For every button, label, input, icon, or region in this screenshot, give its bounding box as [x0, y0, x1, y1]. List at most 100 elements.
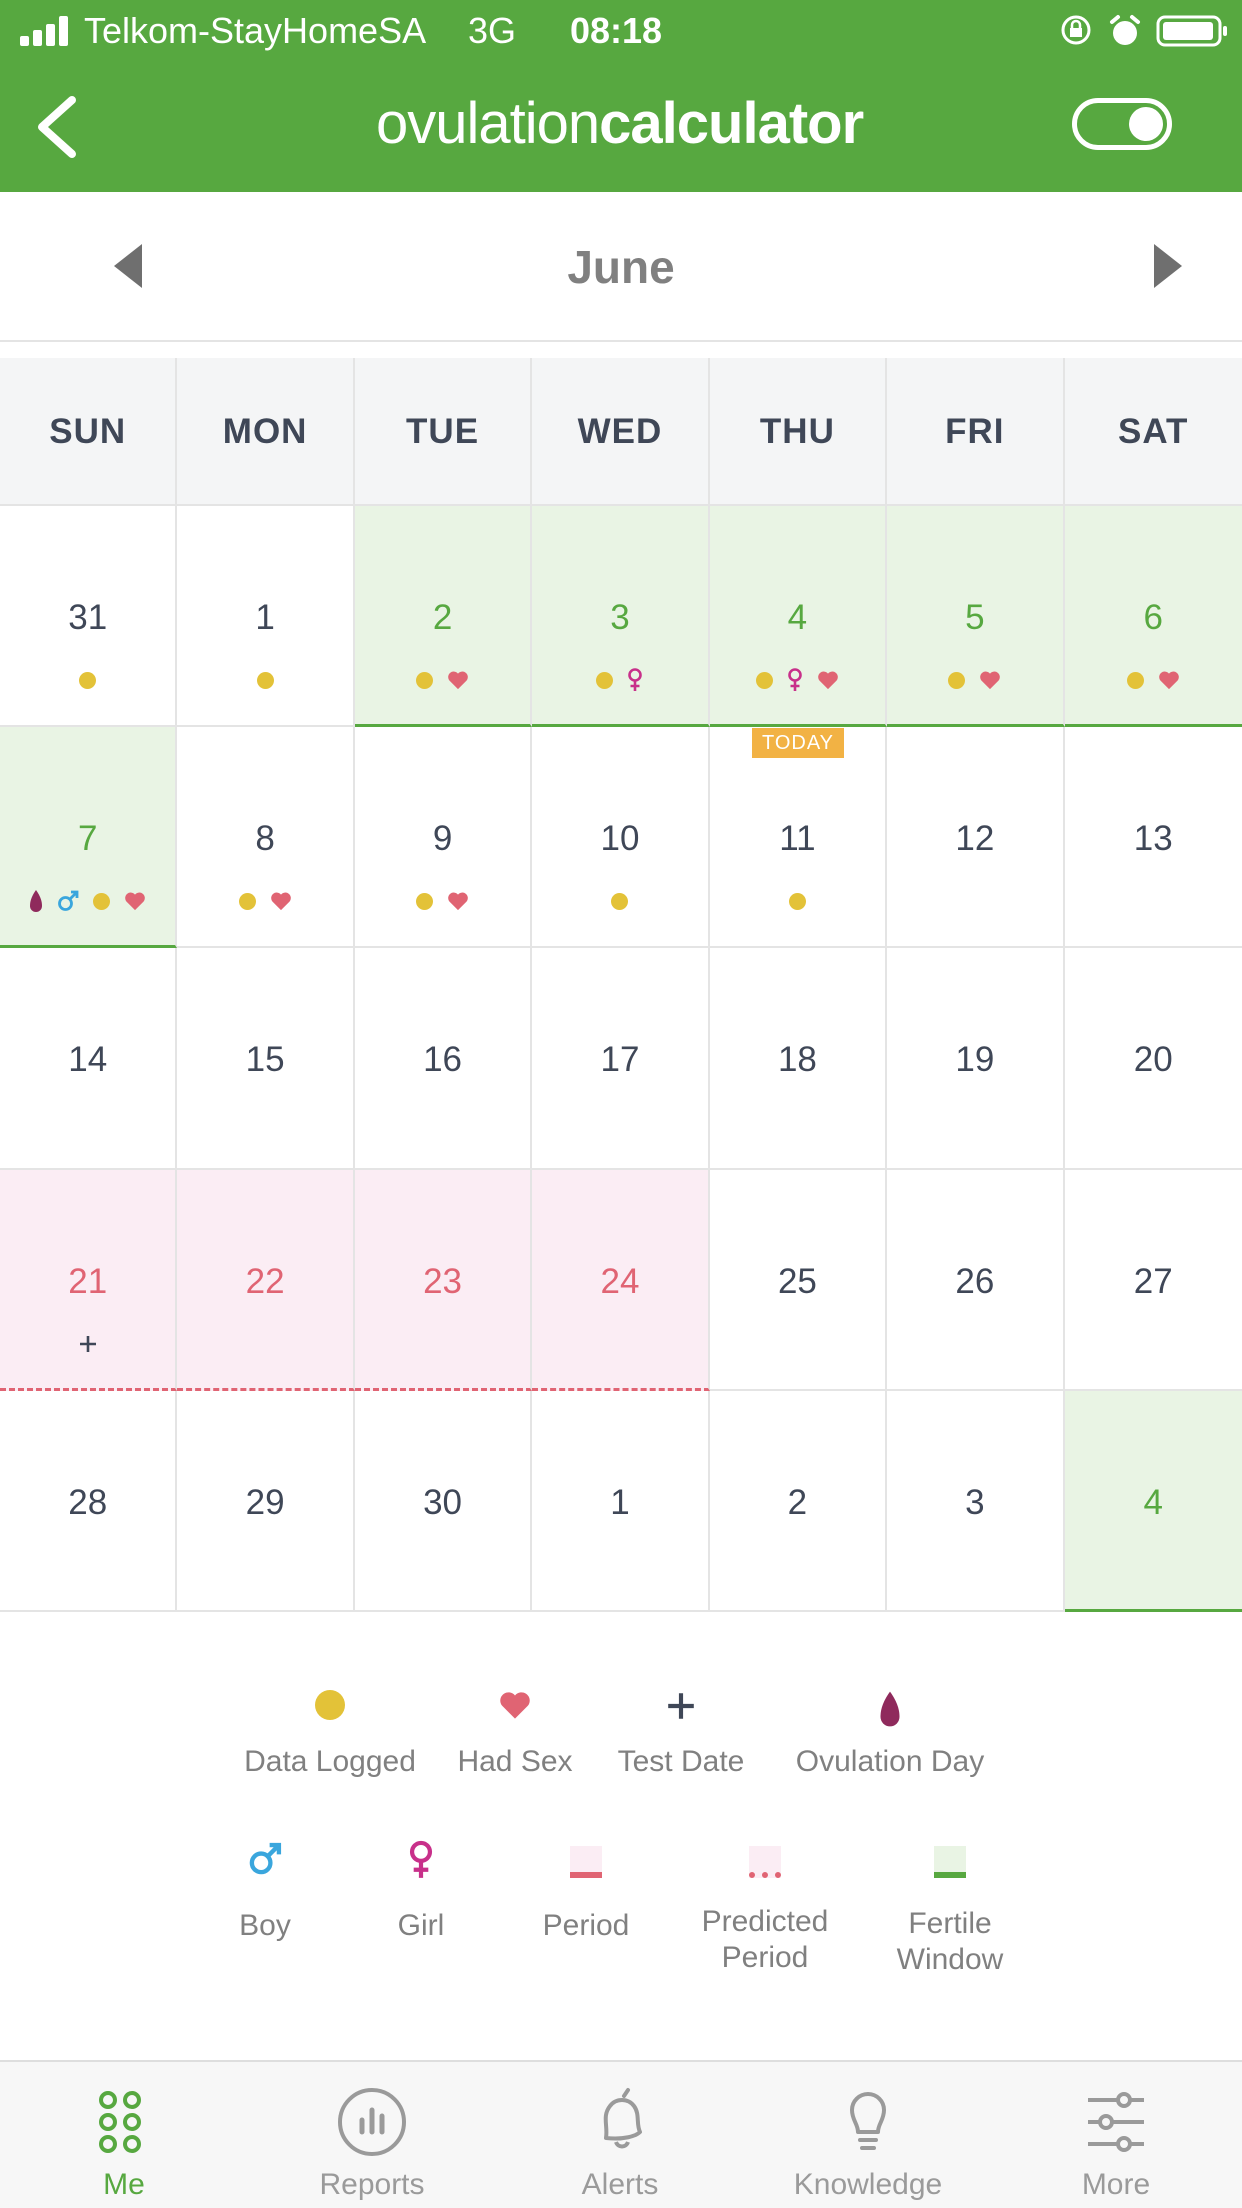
day-number: 11 [779, 819, 816, 859]
calendar-day-cell[interactable]: 27 [1064, 1169, 1242, 1391]
weekday-sat: SAT [1118, 412, 1189, 451]
calendar-day-cell[interactable]: 20 [1064, 948, 1242, 1170]
calendar-day-cell[interactable]: 30 [354, 1390, 533, 1612]
toggle-knob [1129, 107, 1163, 141]
day-marks [177, 666, 352, 694]
day-marks [355, 887, 530, 915]
rotation-lock-icon [1061, 15, 1091, 45]
calendar-day-cell[interactable]: 12 [887, 727, 1065, 949]
predicted-period-swatch-icon [749, 1846, 781, 1878]
calendar-day-cell[interactable]: 18 [709, 948, 888, 1170]
calendar-day-cell[interactable]: 10 [532, 727, 710, 949]
tab-knowledge[interactable]: Knowledge [744, 2062, 992, 2208]
day-marks [532, 1551, 707, 1579]
heart-icon [270, 892, 291, 911]
day-marks [1065, 1551, 1242, 1579]
tab-more[interactable]: More [992, 2062, 1240, 2208]
calendar-day-cell[interactable]: 2 [354, 506, 533, 728]
day-marks [710, 887, 885, 915]
dot-icon [416, 892, 434, 910]
tab-me[interactable]: Me [0, 2062, 248, 2208]
calendar-day-cell[interactable]: 4 [709, 506, 888, 728]
calendar-day-cell[interactable]: 9 [354, 727, 533, 949]
calendar-day-cell[interactable]: 19 [887, 948, 1065, 1170]
calendar-day-cell[interactable]: 21 [0, 1169, 178, 1391]
prev-month-button[interactable] [108, 240, 148, 292]
calendar-day-cell[interactable]: 15 [177, 948, 355, 1170]
day-number: 30 [423, 1482, 463, 1522]
calendar-day-cell[interactable]: 14 [0, 948, 178, 1170]
day-marks [887, 1108, 1062, 1136]
heart-icon [125, 892, 146, 911]
calendar-day-cell[interactable]: 17 [532, 948, 710, 1170]
day-number: 16 [423, 1040, 463, 1080]
calendar-day-cell[interactable]: 1 [532, 1390, 710, 1612]
calendar-day-cell[interactable]: 26 [887, 1169, 1065, 1391]
calendar-day-cell[interactable]: 25 [709, 1169, 888, 1391]
day-number: 24 [600, 1261, 640, 1301]
day-number: 25 [777, 1261, 817, 1301]
mode-toggle[interactable] [1072, 98, 1172, 150]
dot-icon [596, 671, 614, 689]
day-marks [1065, 1108, 1242, 1136]
calendar-day-cell[interactable]: 1 [177, 506, 355, 728]
plus-icon [668, 1693, 694, 1719]
carrier-name: Telkom-StayHomeSA [84, 10, 427, 51]
dot-icon [238, 892, 256, 910]
day-number: 4 [1143, 1482, 1163, 1522]
day-number: 12 [955, 819, 995, 859]
calendar-day-cell[interactable]: 23 [354, 1169, 533, 1391]
day-number: 9 [432, 819, 453, 859]
calendar-day-cell[interactable]: 24 [532, 1169, 710, 1391]
day-number: 21 [68, 1261, 108, 1301]
calendar-day-cell[interactable]: 4 [1064, 1390, 1242, 1612]
dot-icon [788, 892, 806, 910]
day-number: 31 [68, 598, 108, 637]
calendar-day-cell[interactable]: 5 [887, 506, 1065, 728]
legend-ovulation-day: Ovulation Day [780, 1690, 1000, 1790]
calendar-day-cell[interactable]: 3 [532, 506, 710, 728]
dot-icon [93, 892, 111, 910]
calendar-day-cell[interactable]: 22 [177, 1169, 355, 1391]
next-month-button[interactable] [1148, 240, 1188, 292]
logo-light-text: ovulation [376, 91, 600, 156]
day-marks [887, 1551, 1062, 1579]
day-marks [887, 887, 1062, 915]
dot-icon [948, 671, 966, 689]
calendar-day-cell[interactable]: 6 [1064, 506, 1242, 728]
day-number: 8 [255, 819, 275, 859]
calendar-day-cell[interactable]: 8 [177, 727, 355, 949]
boy-icon [58, 890, 79, 912]
tab-reports[interactable]: Reports [248, 2062, 496, 2208]
fertile-window-swatch-icon [934, 1846, 966, 1878]
calendar-day-cell[interactable]: 7 [0, 727, 178, 949]
calendar-day-cell[interactable]: 2 [709, 1390, 888, 1612]
day-marks [355, 1108, 530, 1136]
app-logo: ovulationcalculator [376, 86, 866, 162]
back-button[interactable] [28, 92, 88, 162]
calendar-day-cell[interactable]: 13 [1064, 727, 1242, 949]
battery-icon [1156, 15, 1227, 47]
lightbulb-icon [850, 2092, 886, 2150]
ovulation-drop-icon [880, 1691, 900, 1727]
day-number: 2 [787, 1482, 808, 1522]
status-bar: Telkom-StayHomeSA 3G 08:18 [0, 0, 1242, 62]
day-marks [532, 666, 707, 694]
tab-knowledge-label: Knowledge [793, 2168, 943, 2201]
calendar-day-cell[interactable]: 16 [354, 948, 533, 1170]
day-number: 29 [245, 1482, 285, 1522]
day-marks [710, 1330, 885, 1358]
girl-icon [409, 1840, 433, 1878]
day-number: 26 [955, 1261, 995, 1301]
day-marks [710, 666, 885, 694]
calendar-day-cell[interactable]: 3 [887, 1390, 1065, 1612]
day-marks [177, 1108, 352, 1136]
boy-icon [249, 1842, 282, 1875]
day-number: 28 [68, 1482, 108, 1522]
calendar-day-cell[interactable]: 28 [0, 1390, 178, 1612]
calendar-day-cell[interactable]: 11 [709, 727, 888, 949]
calendar-day-cell[interactable]: 31 [0, 506, 178, 728]
tab-alerts[interactable]: Alerts [496, 2062, 744, 2208]
legend-predicted-period: Predicted Period [680, 1828, 850, 1974]
calendar-day-cell[interactable]: 29 [177, 1390, 355, 1612]
